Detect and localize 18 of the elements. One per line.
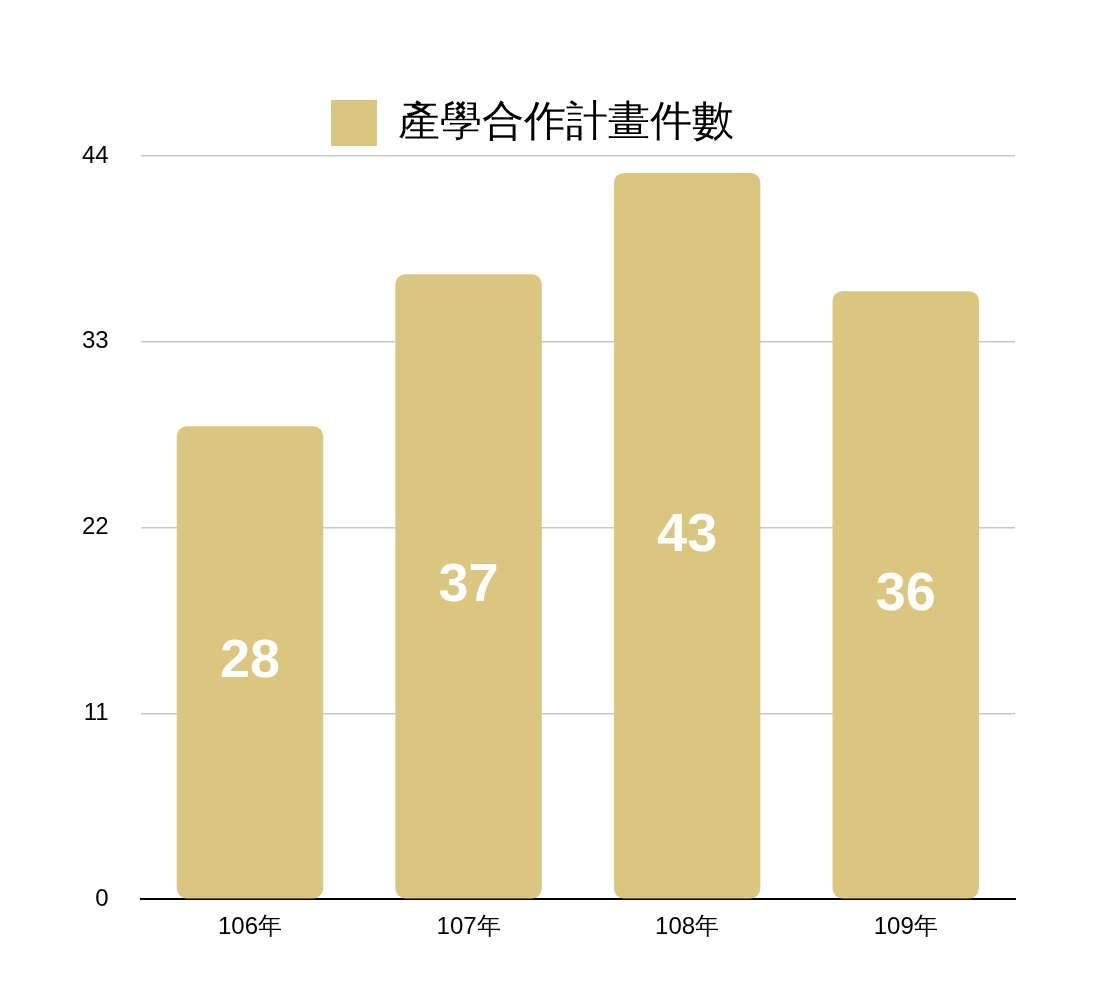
x-tick-label: 108年: [655, 912, 720, 940]
x-tick-label: 109年: [873, 912, 938, 940]
y-tick-label: 22: [81, 512, 109, 540]
y-tick-label: 11: [83, 698, 109, 726]
x-tick-label: 107年: [436, 912, 501, 940]
legend-label: 產學合作計畫件數: [398, 96, 734, 144]
y-tick-label: 33: [81, 326, 109, 354]
y-tick-label: 0: [95, 883, 109, 911]
data-label: 37: [438, 552, 499, 613]
data-label: 28: [219, 628, 281, 689]
bar: [176, 426, 324, 899]
bar: [832, 291, 979, 899]
data-label: 36: [875, 560, 936, 621]
x-tick-label: 106年: [217, 912, 283, 940]
bar: [395, 274, 542, 899]
bar: [613, 172, 761, 899]
y-tick-label: 44: [81, 140, 109, 168]
data-label: 43: [657, 501, 718, 562]
